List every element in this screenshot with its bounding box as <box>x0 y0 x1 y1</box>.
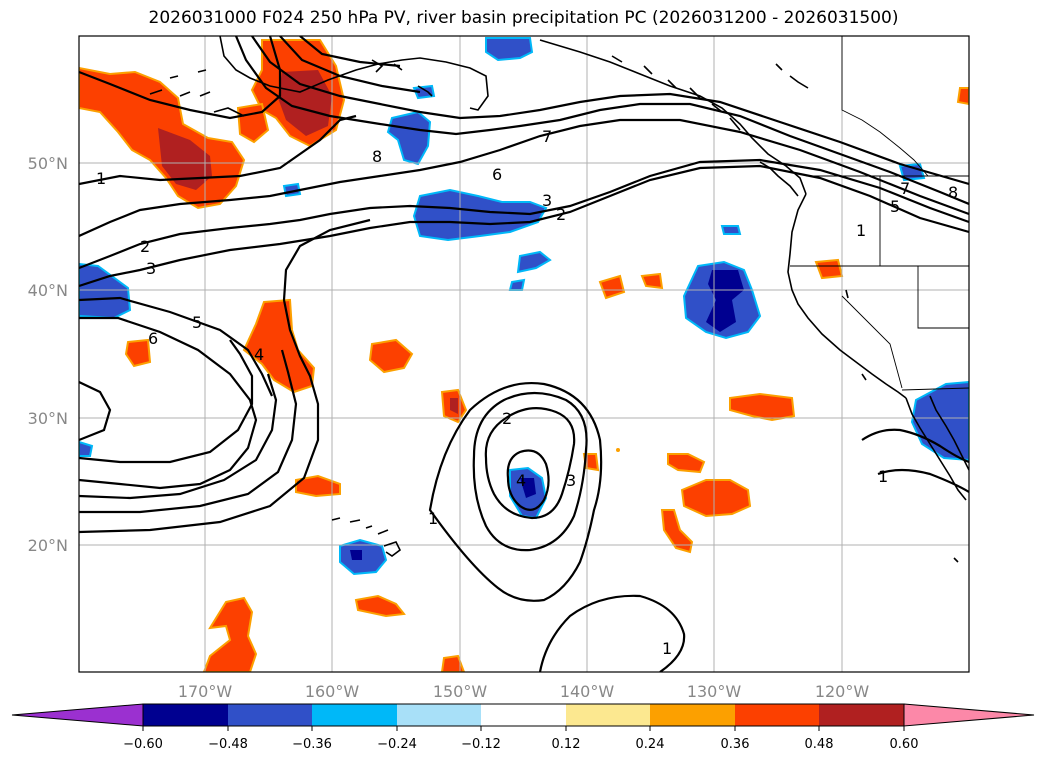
colorbar-tick-label: −0.48 <box>208 737 248 752</box>
map-title: 2026031000 F024 250 hPa PV, river basin … <box>148 8 899 28</box>
lon-label: 170°W <box>178 682 233 701</box>
contour-label: 3 <box>146 259 156 278</box>
lat-label: 20°N <box>28 536 68 555</box>
contour-label: 3 <box>566 471 576 490</box>
colorbar-bin <box>650 704 735 726</box>
colorbar-bin <box>143 704 228 726</box>
contour-label: 8 <box>948 183 958 202</box>
colorbar-extend-low <box>11 703 144 727</box>
contour-label: 6 <box>492 165 502 184</box>
contour-label: 4 <box>516 471 526 490</box>
lon-label: 130°W <box>687 682 742 701</box>
contour-label: 2 <box>140 237 150 256</box>
contour-label: 8 <box>372 147 382 166</box>
plot-area: 1 2 3 6 5 4 8 7 6 3 2 7 5 1 8 2 3 4 1 1 … <box>79 36 969 672</box>
colorbar-tick-label: 0.36 <box>721 737 750 752</box>
contour-label: 5 <box>890 197 900 216</box>
colorbar-bin <box>397 704 481 726</box>
lat-label: 50°N <box>28 154 68 173</box>
colorbar-tick-label: 0.48 <box>805 737 834 752</box>
contour-label: 2 <box>502 409 512 428</box>
colorbar-tick-label: −0.12 <box>461 737 501 752</box>
contour-label: 1 <box>428 509 438 528</box>
colorbar-tick-label: 0.12 <box>552 737 581 752</box>
contour-label: 1 <box>856 221 866 240</box>
contour-label: 5 <box>192 313 202 332</box>
contour-label: 7 <box>542 127 552 146</box>
lon-label: 120°W <box>815 682 870 701</box>
lon-axis: 170°W 160°W 150°W 140°W 130°W 120°W <box>178 682 870 701</box>
colorbar-extend-high <box>903 703 1035 727</box>
colorbar-bin <box>228 704 312 726</box>
contour-labels: 1 2 3 6 5 4 8 7 6 3 2 7 5 1 8 2 3 4 1 1 … <box>96 127 958 658</box>
lon-label: 140°W <box>560 682 615 701</box>
lon-label: 150°W <box>433 682 488 701</box>
contour-label: 3 <box>542 191 552 210</box>
contour-label: 6 <box>148 329 158 348</box>
colorbar-bin <box>566 704 650 726</box>
lat-label: 40°N <box>28 281 68 300</box>
colorbar-bin <box>312 704 397 726</box>
contour-label: 7 <box>900 179 910 198</box>
lat-axis: 50°N 40°N 30°N 20°N <box>28 154 68 555</box>
pv-contours <box>79 36 969 672</box>
contour-label: 1 <box>878 467 888 486</box>
colorbar-tick-label: −0.60 <box>123 737 163 752</box>
lon-label: 160°W <box>305 682 360 701</box>
colorbar-tick-label: −0.36 <box>292 737 332 752</box>
colorbar: −0.60 −0.48 −0.36 −0.24 −0.12 0.12 0.24 … <box>11 703 1035 752</box>
contour-label: 2 <box>556 205 566 224</box>
borders <box>790 36 969 391</box>
colorbar-bin <box>735 704 819 726</box>
contour-label: 1 <box>662 639 672 658</box>
colorbar-bin <box>819 704 904 726</box>
colorbar-bin <box>481 704 566 726</box>
lat-label: 30°N <box>28 409 68 428</box>
contour-label: 4 <box>254 345 264 364</box>
colorbar-tick-label: 0.60 <box>890 737 919 752</box>
contour-label: 1 <box>96 169 106 188</box>
map-frame <box>78 35 970 673</box>
colorbar-tick-label: −0.24 <box>377 737 417 752</box>
colorbar-tick-label: 0.24 <box>636 737 665 752</box>
